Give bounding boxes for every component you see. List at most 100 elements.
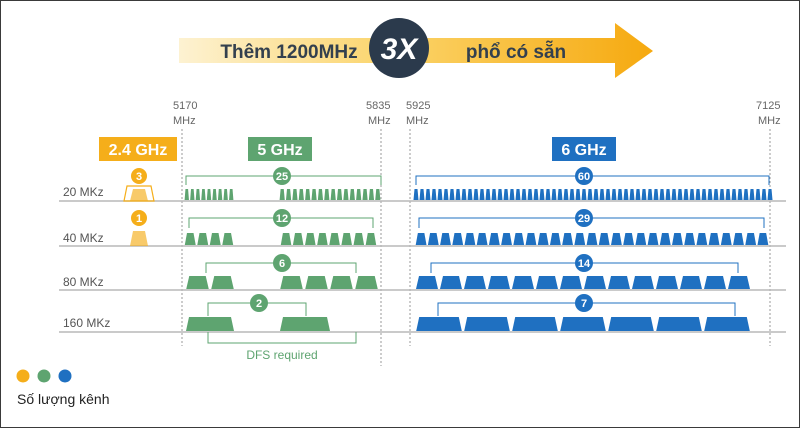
channel-6-20 — [671, 189, 677, 200]
count-5-160: 2 — [256, 298, 262, 310]
channel-6-20 — [419, 189, 425, 200]
multiplier-badge — [369, 18, 429, 78]
channel-5-20 — [206, 189, 212, 200]
channel-shapes — [184, 189, 773, 331]
channel-6-20 — [593, 189, 599, 200]
channel-6-20 — [749, 189, 755, 200]
channel-6-20 — [647, 189, 653, 200]
channel-6-20 — [539, 189, 545, 200]
channel-5-20 — [229, 189, 234, 200]
channel-6-40 — [586, 233, 598, 245]
channel-6-20 — [437, 189, 443, 200]
channel-6-20 — [467, 189, 473, 200]
channel-6-20 — [569, 189, 575, 200]
channel-6-20 — [725, 189, 731, 200]
channel-5-20 — [184, 189, 189, 200]
channel-6-40 — [623, 233, 635, 245]
channel-5-20 — [356, 189, 362, 200]
channel-6-20 — [551, 189, 557, 200]
channel-6-20 — [491, 189, 497, 200]
channel-6-40 — [501, 233, 512, 245]
dfs-note: DFS required — [246, 348, 317, 362]
channel-6-20 — [659, 189, 665, 200]
channel-6-40 — [562, 233, 573, 245]
band-6-label: 6 GHz — [561, 142, 606, 159]
channel-5-20 — [217, 189, 223, 200]
channel-6-40 — [708, 233, 720, 245]
channel-6-160 — [560, 317, 606, 331]
band-2-4-label: 2.4 GHz — [109, 142, 168, 159]
channel-6-80 — [488, 276, 510, 289]
count-6-160: 7 — [581, 298, 587, 310]
channel-6-160 — [512, 317, 558, 331]
channel-5-20 — [279, 189, 285, 200]
channel-6-20 — [443, 189, 449, 200]
freq-5835-value: 5835 — [366, 100, 390, 112]
channel-6-20 — [707, 189, 713, 200]
channel-6-20 — [617, 189, 623, 200]
channel-5-80 — [305, 276, 328, 289]
freq-7125-unit: MHz — [758, 115, 781, 127]
channel-6-40 — [598, 233, 610, 245]
channel-6-20 — [581, 189, 587, 200]
channel-5-40 — [341, 233, 352, 245]
channel-6-40 — [488, 233, 500, 245]
freq-7125-value: 7125 — [756, 100, 780, 112]
channel-6-80 — [464, 276, 486, 289]
channel-6-160 — [704, 317, 750, 331]
channel-6-20 — [713, 189, 719, 200]
channel-5-20 — [317, 189, 324, 200]
badge-2-4-20 — [131, 168, 147, 184]
channel-6-20 — [683, 189, 689, 200]
overlap-channel-40 — [130, 231, 148, 246]
channel-5-40 — [280, 233, 292, 245]
channel-6-20 — [611, 189, 617, 200]
channel-6-20 — [665, 189, 671, 200]
channel-5-40 — [209, 233, 221, 245]
channel-6-80 — [512, 276, 534, 289]
channel-5-20 — [195, 189, 201, 200]
row-labels: 20 MKz 40 MKz 80 MKz 160 MKz — [63, 185, 110, 330]
channel-5-20 — [324, 189, 330, 200]
count-2-4-40: 1 — [136, 213, 142, 225]
channel-6-80 — [632, 276, 654, 289]
badge-2-4-40 — [131, 210, 147, 226]
channel-6-20 — [629, 189, 635, 200]
channel-5-20 — [311, 189, 317, 200]
freq-5925-unit: MHz — [406, 115, 429, 127]
channel-6-40 — [635, 233, 647, 245]
channel-6-40 — [684, 233, 696, 245]
channel-6-80 — [560, 276, 582, 289]
channel-6-40 — [537, 233, 549, 245]
freq-5170-unit: MHz — [173, 115, 196, 127]
channel-6-20 — [515, 189, 521, 200]
channel-5-80 — [355, 276, 378, 289]
channel-6-20 — [641, 189, 647, 200]
channel-6-20 — [635, 189, 641, 200]
channel-6-20 — [509, 189, 515, 200]
channel-5-20 — [362, 189, 368, 200]
banner-right-text: phổ có sẵn — [466, 40, 566, 63]
channel-5-40 — [184, 233, 196, 245]
channel-5-20 — [212, 189, 217, 200]
channel-6-20 — [461, 189, 467, 200]
count-5-80: 6 — [279, 258, 285, 270]
multiplier-text: 3X — [381, 33, 420, 66]
band-2-4-label-box — [99, 137, 177, 161]
dfs-bracket — [207, 332, 357, 344]
channel-6-20 — [587, 189, 593, 200]
badge-6-40 — [575, 209, 593, 227]
count-6-20: 60 — [578, 171, 590, 183]
legend-dot-6 — [58, 369, 72, 383]
channel-6-40 — [733, 233, 744, 245]
channel-6-20 — [599, 189, 605, 200]
channel-6-20 — [479, 189, 485, 200]
channel-6-20 — [575, 189, 581, 200]
count-6-80: 14 — [578, 258, 591, 270]
row-label-80: 80 MKz — [63, 275, 104, 289]
channel-6-20 — [527, 189, 533, 200]
channel-6-20 — [497, 189, 503, 200]
frequency-markers: 5170 MHz 5835 MHz 5925 MHz 7125 MHz — [173, 100, 781, 127]
channel-6-20 — [545, 189, 551, 200]
channel-6-80 — [656, 276, 678, 289]
